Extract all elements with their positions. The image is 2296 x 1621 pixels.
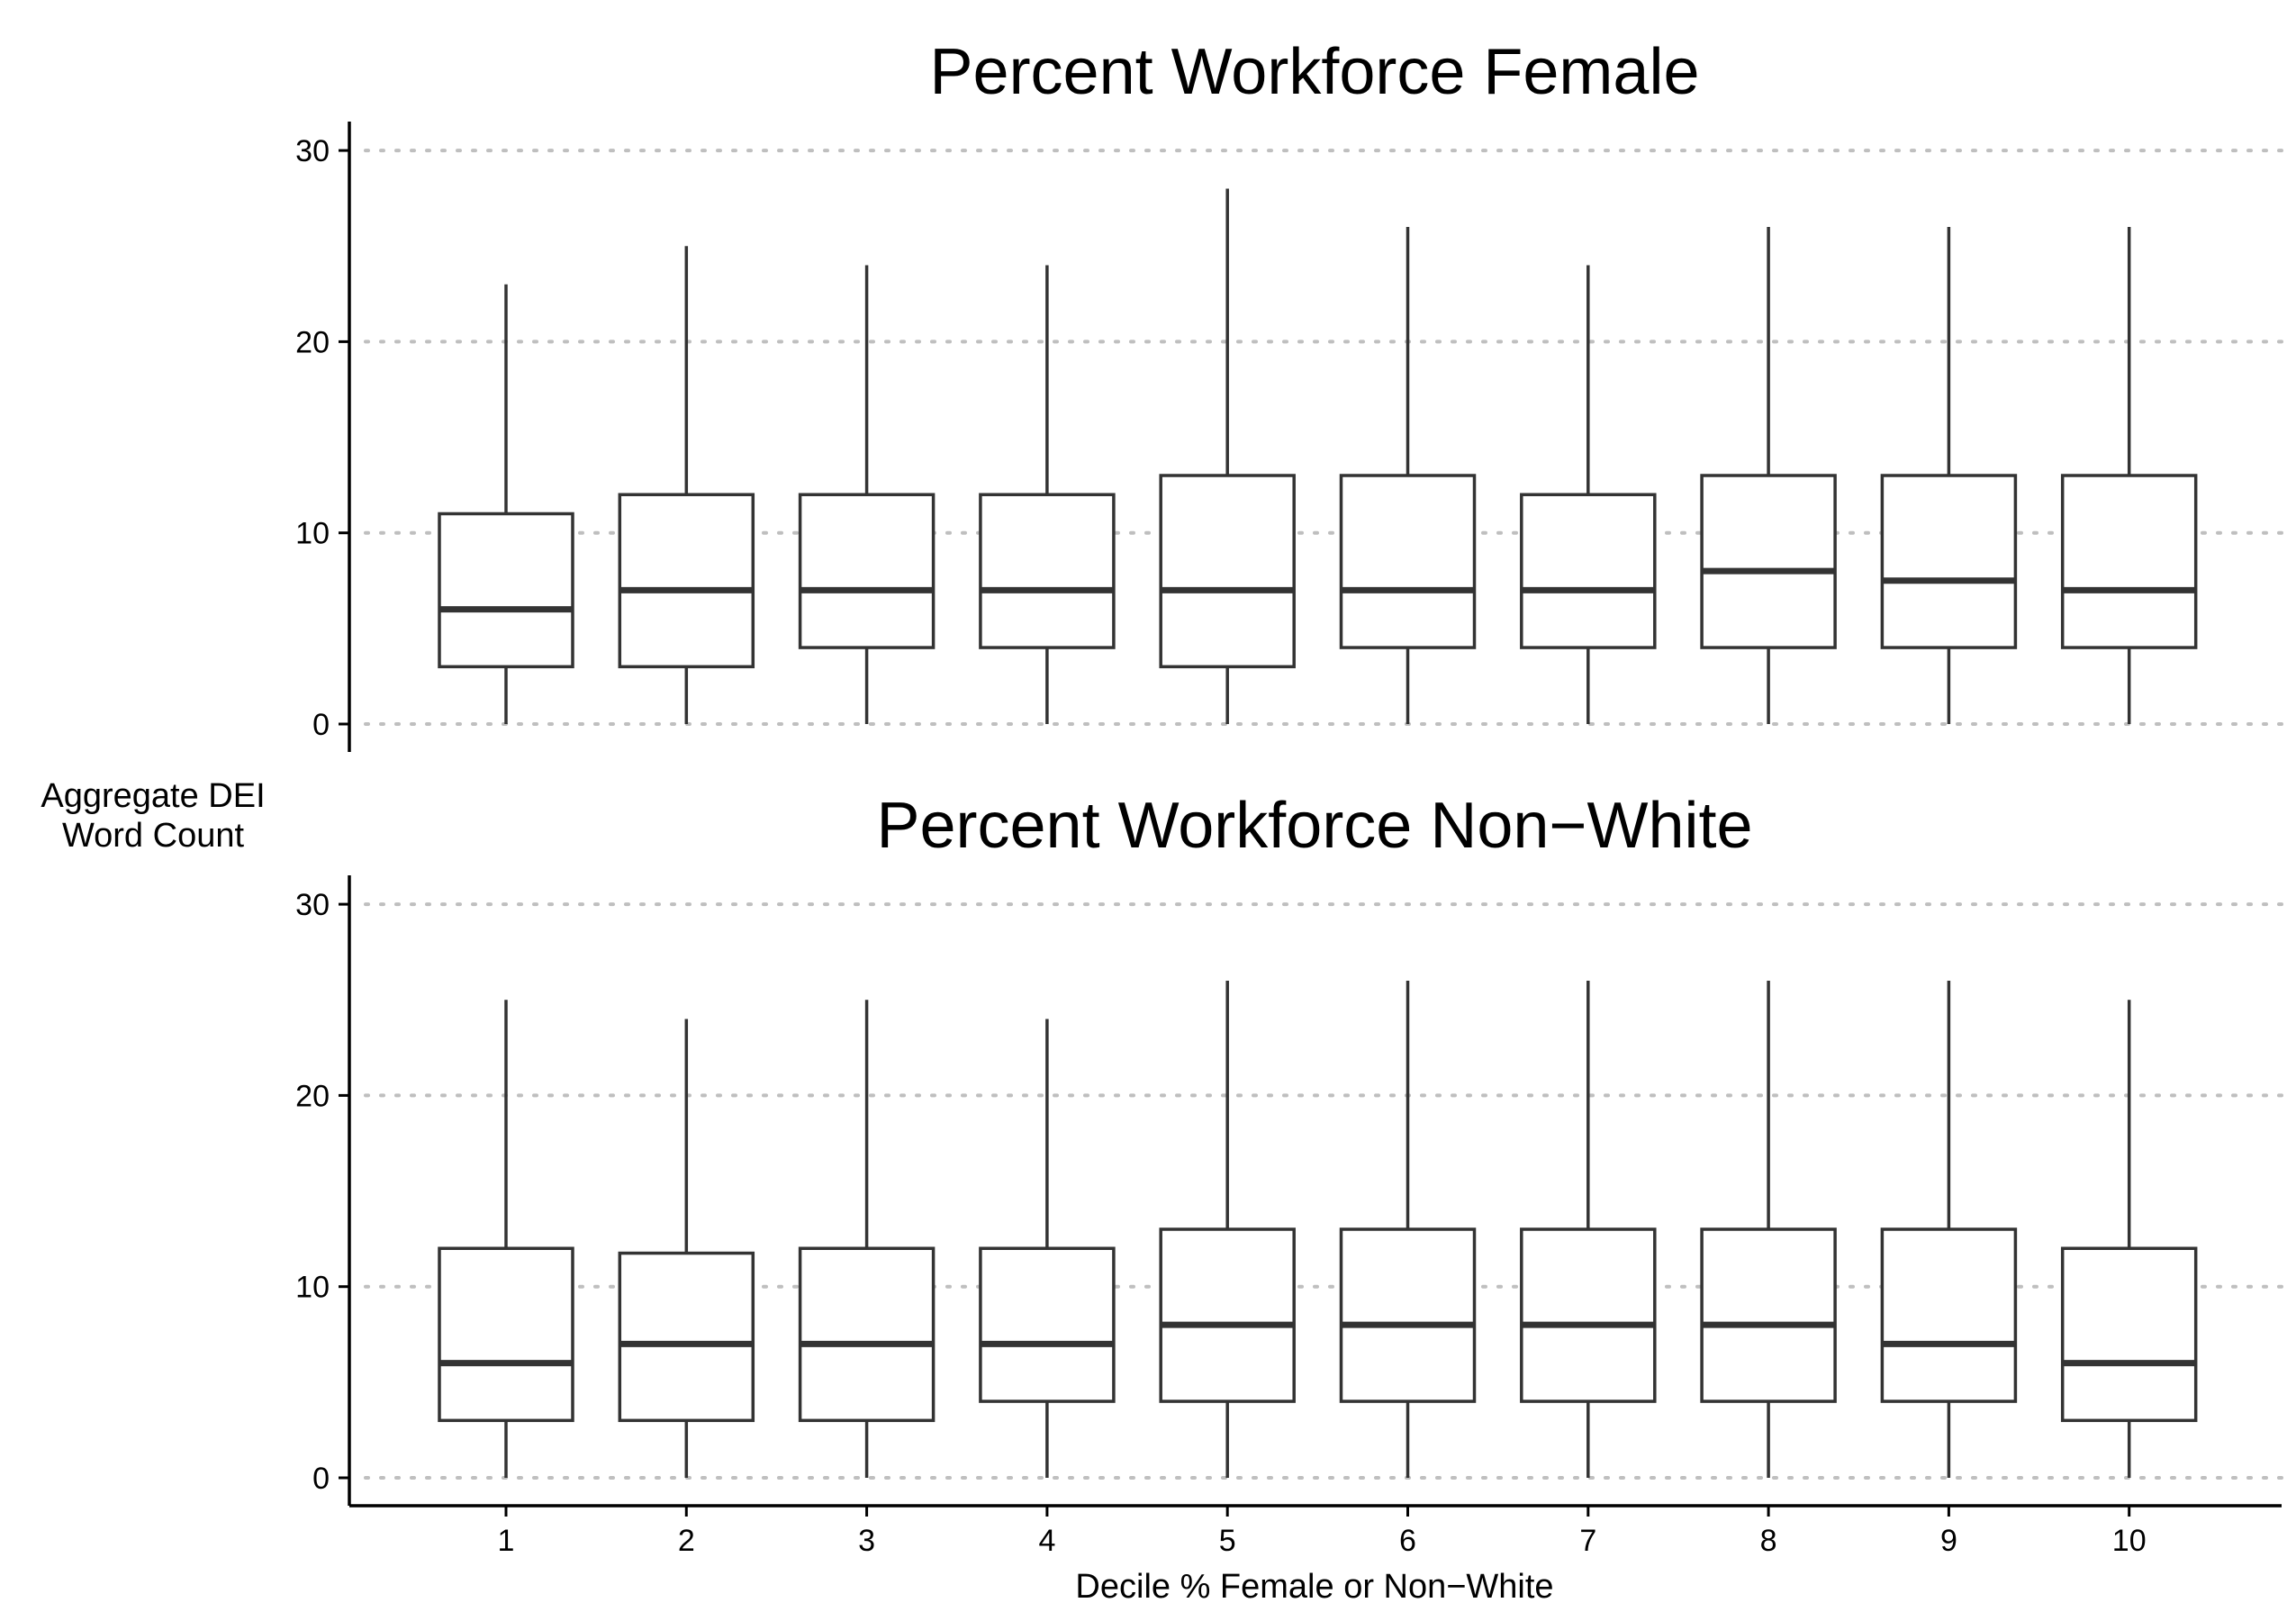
x-axis-title: Decile % Female or Non−White	[1075, 1568, 1553, 1606]
iqr-box	[438, 512, 574, 669]
box-5	[1159, 981, 1296, 1478]
box-8	[1700, 227, 1837, 724]
iqr-box	[979, 493, 1116, 649]
x-tick-label: 8	[1760, 1524, 1777, 1558]
y-tick-label: 30	[295, 888, 330, 922]
box-2	[618, 1019, 755, 1478]
y-tick-label: 0	[312, 708, 330, 742]
panel-female: Percent Workforce Female 0 10 20 30	[295, 36, 2283, 752]
iqr-box	[438, 1246, 574, 1423]
y-axis-title-line-1: Aggregate DEI	[41, 777, 265, 815]
box-9	[1880, 227, 2018, 724]
box-7	[1520, 981, 1657, 1478]
box-3	[798, 1000, 936, 1478]
iqr-box	[979, 1246, 1116, 1403]
y-tick-label: 30	[295, 134, 330, 168]
iqr-box	[798, 1246, 936, 1423]
iqr-box	[1339, 474, 1477, 649]
box-7	[1520, 265, 1657, 724]
box-9	[1880, 981, 2018, 1478]
iqr-box	[618, 493, 755, 669]
box-2	[618, 246, 755, 724]
iqr-box	[1880, 1227, 2018, 1403]
iqr-box	[2060, 1246, 2198, 1423]
iqr-box	[798, 493, 936, 649]
panel-title: Percent Workforce Non−White	[876, 790, 1752, 862]
panel-non-white: Percent Workforce Non−White 0 10 20 30	[295, 790, 2283, 1506]
box-8	[1700, 981, 1837, 1478]
iqr-box	[1700, 1227, 1837, 1403]
box-4	[979, 1019, 1116, 1478]
box-6	[1339, 227, 1477, 724]
iqr-box	[1880, 474, 2018, 649]
box-1	[438, 284, 574, 724]
boxes	[438, 188, 2198, 724]
y-tick-label: 10	[295, 517, 330, 551]
boxes	[438, 981, 2198, 1478]
box-10	[2060, 1000, 2198, 1478]
iqr-box	[1520, 493, 1657, 649]
box-3	[798, 265, 936, 724]
y-axis: 0 10 20 30	[295, 122, 351, 752]
x-tick-label: 3	[858, 1524, 875, 1558]
box-4	[979, 265, 1116, 724]
y-axis: 0 10 20 30	[295, 875, 351, 1506]
x-tick-label: 2	[678, 1524, 695, 1558]
y-tick-label: 10	[295, 1271, 330, 1305]
x-axis: 1 2 3 4 5 6 7 8 9 10	[349, 1504, 2282, 1558]
x-tick-label: 6	[1399, 1524, 1416, 1558]
box-5	[1159, 188, 1296, 724]
iqr-box	[1339, 1227, 1477, 1403]
x-tick-label: 7	[1579, 1524, 1596, 1558]
panel-title: Percent Workforce Female	[930, 36, 1700, 108]
x-tick-label: 10	[2112, 1524, 2147, 1558]
box-10	[2060, 227, 2198, 724]
iqr-box	[1520, 1227, 1657, 1403]
box-1	[438, 1000, 574, 1478]
iqr-box	[1159, 474, 1296, 669]
x-tick-label: 1	[498, 1524, 515, 1558]
box-6	[1339, 981, 1477, 1478]
y-tick-label: 20	[295, 1079, 330, 1113]
iqr-box	[618, 1251, 755, 1423]
iqr-box	[1700, 474, 1837, 649]
y-tick-label: 20	[295, 325, 330, 359]
x-tick-label: 5	[1219, 1524, 1236, 1558]
x-tick-label: 4	[1038, 1524, 1055, 1558]
x-tick-label: 9	[1940, 1524, 1957, 1558]
iqr-box	[2060, 474, 2198, 649]
iqr-box	[1159, 1227, 1296, 1403]
y-axis-title-line-2: Word Count	[62, 817, 245, 855]
y-tick-label: 0	[312, 1462, 330, 1496]
